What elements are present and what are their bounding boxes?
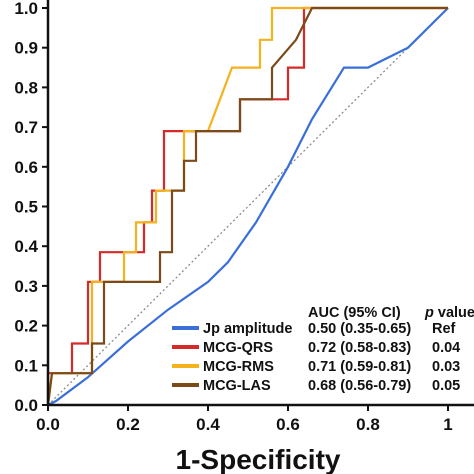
legend-label-2: MCG-RMS (203, 359, 274, 375)
series-line-0 (47, 7, 449, 406)
y-tick-label: 0.7 (14, 118, 38, 137)
legend-header-p: p value (424, 305, 474, 321)
legend-p-3: 0.05 (432, 378, 460, 394)
y-tick-label: 0.2 (14, 317, 38, 336)
series-line-2 (46, 6, 448, 406)
x-tick-label: 1 (443, 415, 452, 434)
y-tick-label: 0.0 (14, 396, 38, 415)
legend: AUC (95% CI) p value Jp amplitude 0.50 (0.3… (172, 305, 474, 394)
reference-diagonal-line (47, 7, 449, 406)
legend-p-2: 0.03 (432, 359, 460, 375)
legend-auc-3: 0.68 (0.56-0.79) (308, 378, 411, 394)
legend-label-3: MCG-LAS (203, 378, 271, 394)
y-tick-label: 0.5 (14, 198, 38, 217)
legend-p-0: Ref (432, 321, 456, 337)
series-layer (46, 6, 449, 406)
series-line-3 (46, 6, 448, 406)
x-tick-label: 0.6 (276, 415, 300, 434)
y-tick-label: 0.8 (14, 78, 38, 97)
legend-p-1: 0.04 (432, 340, 460, 356)
y-tick-label: 0.1 (14, 356, 38, 375)
legend-label-0: Jp amplitude (203, 321, 292, 337)
x-tick-label: 0.0 (36, 415, 60, 434)
legend-header-auc: AUC (95% CI) (308, 305, 401, 321)
x-tick-label: 0.4 (196, 415, 220, 434)
legend-label-1: MCG-QRS (203, 340, 273, 356)
legend-auc-0: 0.50 (0.35-0.65) (308, 321, 411, 337)
y-tick-label: 0.6 (14, 158, 38, 177)
tick-labels: 0.0 0.2 0.4 0.6 0.8 1 0.0 0.1 0.2 0.3 0.4 0.5 0.6 0.7… (14, 0, 452, 434)
y-tick-label: 0.9 (14, 39, 38, 58)
x-tick-label: 0.2 (116, 415, 140, 434)
y-tick-label: 1.0 (14, 0, 38, 18)
axes (42, 0, 474, 411)
legend-auc-1: 0.72 (0.58-0.83) (308, 340, 411, 356)
y-tick-label: 0.4 (14, 237, 38, 256)
x-tick-label: 0.8 (356, 415, 380, 434)
legend-auc-2: 0.71 (0.59-0.81) (308, 359, 411, 375)
x-axis-title: 1-Specificity (176, 444, 341, 474)
y-tick-label: 0.3 (14, 277, 38, 296)
